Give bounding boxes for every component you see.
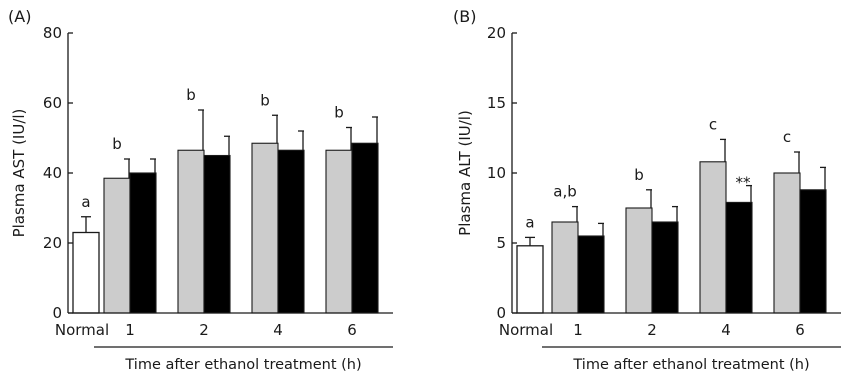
y-tick-label: 10 bbox=[487, 164, 506, 182]
x-tick-label: 2 bbox=[647, 321, 657, 339]
bar-black bbox=[129, 172, 157, 314]
y-axis-label: Plasma AST (IU/l) bbox=[10, 109, 28, 238]
y-tick-label: 0 bbox=[496, 304, 506, 322]
bar-black bbox=[577, 235, 605, 314]
bar-black bbox=[799, 189, 827, 314]
bar-grey bbox=[325, 149, 353, 314]
bar-grey bbox=[699, 161, 727, 314]
bar-black bbox=[277, 149, 305, 314]
sig-label-black: ** bbox=[736, 174, 752, 192]
x-tick-label: 2 bbox=[199, 321, 209, 339]
x-tick-label: Normal bbox=[55, 321, 109, 339]
y-tick-label: 80 bbox=[43, 24, 62, 42]
panel-a: (A) 0 20 40 60 80 Plasma AST (IU/l) a b b b b Normal… bbox=[8, 7, 393, 373]
x-tick-label: 1 bbox=[125, 321, 135, 339]
y-tick-label: 0 bbox=[52, 304, 62, 322]
x-axis-label: Time after ethanol treatment (h) bbox=[572, 357, 809, 373]
bar-normal bbox=[516, 245, 544, 314]
y-tick-label: 40 bbox=[43, 164, 62, 182]
y-tick-label: 20 bbox=[487, 24, 506, 42]
y-tick-label: 60 bbox=[43, 94, 62, 112]
x-tick-label: 1 bbox=[573, 321, 583, 339]
panel-label: (A) bbox=[8, 7, 31, 26]
sig-label-grey: b bbox=[186, 86, 196, 104]
y-tick-label: 15 bbox=[487, 94, 506, 112]
x-tick-label: 4 bbox=[721, 321, 731, 339]
sig-label-grey: c bbox=[783, 128, 791, 146]
bar-normal bbox=[72, 231, 100, 314]
sig-label-grey: b bbox=[334, 104, 344, 122]
x-tick-label: Normal bbox=[499, 321, 553, 339]
bar-grey bbox=[625, 207, 653, 314]
bar-grey bbox=[773, 172, 801, 314]
bar-grey bbox=[103, 177, 131, 314]
bar-black bbox=[725, 201, 753, 314]
bar-grey bbox=[251, 142, 279, 314]
x-tick-label: 6 bbox=[347, 321, 357, 339]
sig-label-grey: c bbox=[709, 115, 717, 133]
sig-label-normal: a bbox=[525, 213, 534, 231]
bar-black bbox=[203, 154, 231, 314]
sig-label-grey: b bbox=[112, 135, 122, 153]
bar-black bbox=[651, 221, 679, 314]
bar-grey bbox=[177, 149, 205, 314]
sig-label-grey: b bbox=[260, 91, 270, 109]
y-tick-label: 5 bbox=[496, 234, 506, 252]
x-tick-label: 4 bbox=[273, 321, 283, 339]
bar-black bbox=[351, 142, 379, 314]
sig-label-normal: a bbox=[81, 193, 90, 211]
y-axis-label: Plasma ALT (IU/l) bbox=[456, 110, 474, 236]
panel-b: (B) 0 5 10 15 20 Plasma ALT (IU/l) a a,b b c ** c Nor… bbox=[453, 7, 841, 373]
sig-label-grey: b bbox=[634, 166, 644, 184]
bar-grey bbox=[551, 221, 579, 314]
x-tick-label: 6 bbox=[795, 321, 805, 339]
panel-label: (B) bbox=[453, 7, 476, 26]
x-axis-label: Time after ethanol treatment (h) bbox=[124, 357, 361, 373]
sig-label-grey: a,b bbox=[553, 183, 576, 201]
y-tick-label: 20 bbox=[43, 234, 62, 252]
